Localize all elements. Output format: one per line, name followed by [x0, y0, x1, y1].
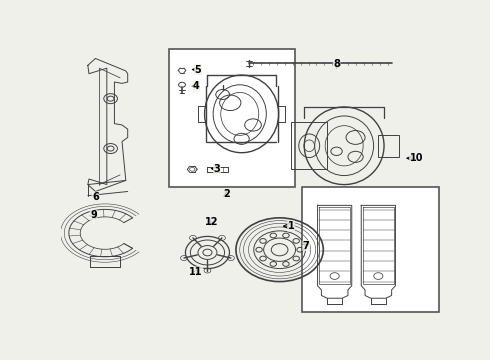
- Bar: [302, 187, 439, 312]
- Text: 7: 7: [303, 240, 310, 251]
- Text: 6: 6: [92, 192, 99, 202]
- Bar: [291, 122, 327, 169]
- Bar: [170, 49, 295, 187]
- Text: 2: 2: [223, 189, 230, 199]
- Text: 5: 5: [195, 64, 201, 75]
- Text: 3: 3: [214, 164, 220, 174]
- Text: 8: 8: [333, 59, 340, 69]
- Bar: [378, 135, 399, 157]
- Text: 12: 12: [204, 217, 218, 227]
- Text: 1: 1: [288, 221, 294, 231]
- Text: 9: 9: [90, 210, 97, 220]
- Text: 4: 4: [193, 81, 199, 91]
- Text: 11: 11: [189, 267, 203, 277]
- Text: 10: 10: [410, 153, 423, 163]
